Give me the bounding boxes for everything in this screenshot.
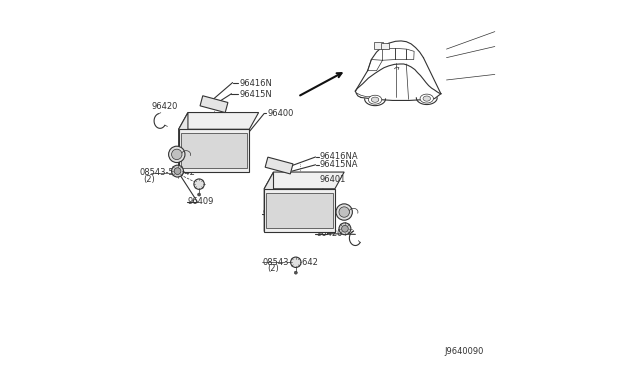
Ellipse shape xyxy=(420,94,433,103)
Text: (2): (2) xyxy=(267,264,279,273)
Ellipse shape xyxy=(342,225,348,232)
Ellipse shape xyxy=(339,223,351,235)
Polygon shape xyxy=(265,157,293,174)
Ellipse shape xyxy=(371,97,379,102)
Text: 96416N: 96416N xyxy=(239,79,272,88)
Polygon shape xyxy=(179,112,188,172)
Ellipse shape xyxy=(339,207,349,217)
Polygon shape xyxy=(264,172,344,189)
Polygon shape xyxy=(200,96,228,113)
Ellipse shape xyxy=(294,271,298,274)
Ellipse shape xyxy=(172,165,184,177)
Polygon shape xyxy=(266,193,333,228)
Text: 08543-51642: 08543-51642 xyxy=(262,258,318,267)
Polygon shape xyxy=(374,42,383,49)
Text: 96409: 96409 xyxy=(262,209,289,218)
Polygon shape xyxy=(179,112,259,129)
Polygon shape xyxy=(264,172,273,231)
Ellipse shape xyxy=(291,257,301,267)
Text: 96409: 96409 xyxy=(188,197,214,206)
Ellipse shape xyxy=(194,179,204,189)
Ellipse shape xyxy=(198,193,200,196)
Ellipse shape xyxy=(336,204,353,220)
Polygon shape xyxy=(264,189,335,231)
Text: 96415NA: 96415NA xyxy=(320,160,358,169)
Polygon shape xyxy=(179,129,250,172)
Text: 96420: 96420 xyxy=(316,229,342,238)
Polygon shape xyxy=(381,43,389,49)
Text: 96420: 96420 xyxy=(152,102,178,110)
Ellipse shape xyxy=(174,168,181,174)
Text: 96401: 96401 xyxy=(320,175,346,184)
Text: 96400: 96400 xyxy=(267,109,294,118)
Text: 96415N: 96415N xyxy=(239,90,272,99)
Ellipse shape xyxy=(168,146,185,163)
Text: 08543-51642: 08543-51642 xyxy=(140,169,195,177)
Text: 96416NA: 96416NA xyxy=(320,153,358,161)
Text: J9640090: J9640090 xyxy=(445,347,484,356)
Polygon shape xyxy=(180,133,248,168)
Ellipse shape xyxy=(423,96,431,101)
Ellipse shape xyxy=(369,95,381,104)
Ellipse shape xyxy=(172,149,182,160)
Text: (2): (2) xyxy=(143,175,156,184)
